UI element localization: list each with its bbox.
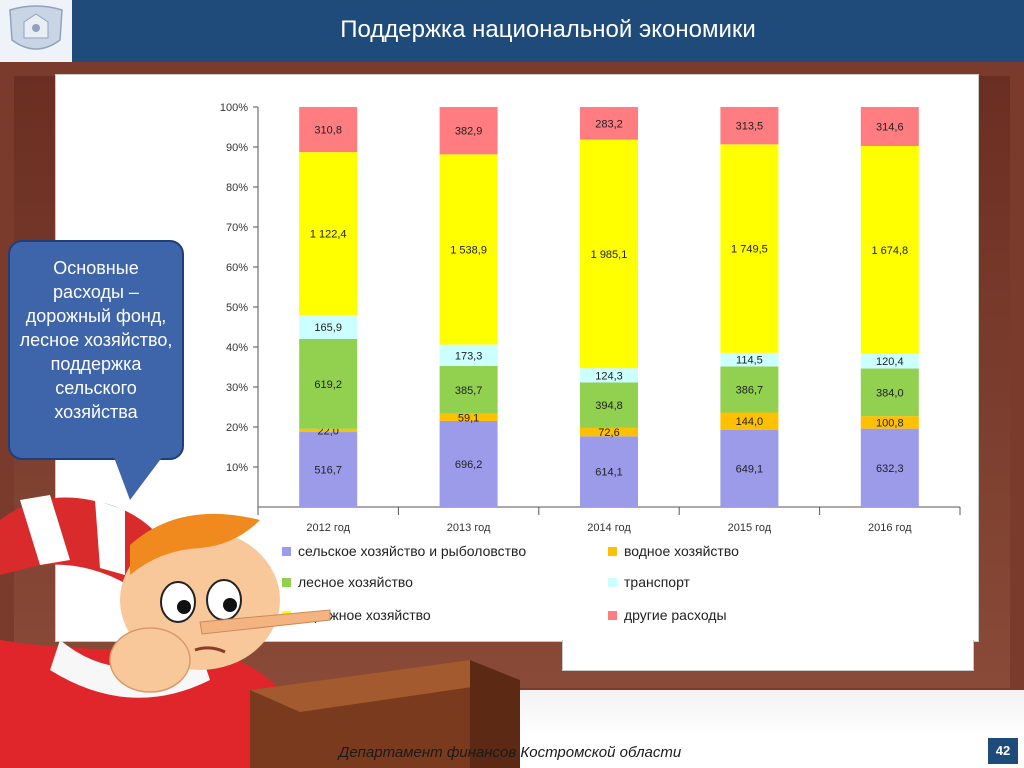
bar-segment: [580, 368, 638, 383]
y-tick-label: 20%: [226, 422, 248, 434]
data-label: 619,2: [314, 379, 342, 391]
data-label: 124,3: [595, 370, 623, 382]
data-label: 173,3: [455, 350, 483, 362]
y-tick-label: 90%: [226, 142, 248, 154]
bar-segment: [439, 420, 498, 507]
bar-segment: [860, 107, 919, 146]
bar-segment: [439, 413, 498, 421]
data-label: 385,7: [455, 385, 483, 397]
data-label: 314,6: [876, 121, 904, 133]
page-number: 42: [988, 738, 1018, 764]
bar-segment: [439, 365, 498, 414]
data-label: 394,8: [595, 400, 623, 412]
y-tick-label: 60%: [226, 262, 248, 274]
data-label: 120,4: [876, 356, 904, 368]
bar-segment: [860, 368, 919, 417]
bar-segment: [299, 428, 358, 433]
footer-department: Департамент финансов Костромской области: [338, 744, 682, 761]
page-title: Поддержка национальной экономики: [340, 16, 756, 43]
data-label: 313,5: [736, 121, 764, 133]
bar-segment: [720, 429, 779, 507]
data-label: 386,7: [736, 384, 764, 396]
speech-bubble: Основные расходы – дорожный фонд, лесное…: [8, 240, 184, 460]
bar-segment: [860, 145, 919, 354]
data-label: 382,9: [455, 126, 483, 138]
legend-swatch: [282, 547, 291, 556]
legend-label: водное хозяйство: [624, 543, 739, 559]
bar-segment: [720, 352, 779, 367]
bar-segment: [299, 152, 358, 315]
y-tick-label: 40%: [226, 342, 248, 354]
bar-segment: [720, 366, 779, 413]
bar-segment: [580, 382, 638, 428]
data-label: 100,8: [876, 417, 904, 429]
legend-swatch: [608, 547, 617, 556]
speech-bubble-tail: [112, 452, 166, 500]
bar-segment: [580, 427, 638, 437]
y-tick-label: 80%: [226, 182, 248, 194]
bar-segment: [299, 432, 358, 507]
legend-label: лесное хозяйство: [298, 574, 413, 590]
coat-of-arms-icon: [0, 0, 72, 62]
x-category-label: 2012 год: [306, 522, 350, 534]
y-tick-label: 30%: [226, 382, 248, 394]
data-label: 1 674,8: [871, 245, 908, 257]
header-bar: Поддержка национальной экономики: [0, 0, 1024, 68]
data-label: 1 122,4: [310, 229, 347, 241]
bar-segment: [439, 344, 498, 366]
bar-segment: [299, 314, 358, 340]
bar-segment: [299, 339, 358, 429]
data-label: 283,2: [595, 118, 623, 130]
bar-segment: [720, 412, 779, 430]
y-tick-label: 100%: [220, 102, 248, 114]
legend-swatch: [608, 611, 617, 620]
x-category-label: 2014 год: [587, 522, 631, 534]
x-category-label: 2015 год: [728, 522, 772, 534]
bar-segment: [439, 154, 498, 345]
y-tick-label: 70%: [226, 222, 248, 234]
bar-segment: [299, 107, 358, 153]
data-label: 516,7: [314, 465, 342, 477]
bar-segment: [860, 416, 919, 429]
bar-segment: [720, 144, 779, 353]
bar-segment: [860, 353, 919, 369]
data-label: 632,3: [876, 463, 904, 475]
legend-label: другие расходы: [624, 607, 727, 623]
bar-segment: [720, 107, 779, 145]
data-label: 649,1: [736, 463, 764, 475]
data-label: 1 538,9: [450, 244, 487, 256]
speech-bubble-text: Основные расходы – дорожный фонд, лесное…: [19, 258, 173, 422]
data-label: 165,9: [314, 322, 342, 334]
y-tick-label: 50%: [226, 302, 248, 314]
x-category-label: 2016 год: [868, 522, 912, 534]
legend-label: транспорт: [624, 574, 691, 590]
data-label: 59,1: [458, 412, 479, 424]
data-label: 696,2: [455, 459, 483, 471]
data-label: 1 985,1: [591, 249, 628, 261]
bar-segment: [580, 139, 638, 369]
data-label: 144,0: [736, 416, 764, 428]
x-category-label: 2013 год: [447, 522, 491, 534]
data-label: 384,0: [876, 387, 904, 399]
y-tick-label: 10%: [226, 462, 248, 474]
legend-label: дорожное хозяйство: [298, 607, 431, 623]
bar-segment: [439, 107, 498, 155]
bar-segment: [580, 436, 638, 507]
data-label: 310,8: [314, 125, 342, 137]
legend-panel-extension: [562, 640, 974, 671]
legend-label: сельское хозяйство и рыболовство: [298, 543, 526, 559]
bar-segment: [580, 107, 638, 140]
legend-swatch: [608, 578, 617, 587]
data-label: 1 749,5: [731, 244, 768, 256]
data-label: 72,6: [598, 427, 619, 439]
data-label: 114,5: [736, 355, 763, 367]
data-label: 614,1: [595, 467, 623, 479]
bar-segment: [860, 428, 919, 507]
legend-swatch: [282, 578, 291, 587]
